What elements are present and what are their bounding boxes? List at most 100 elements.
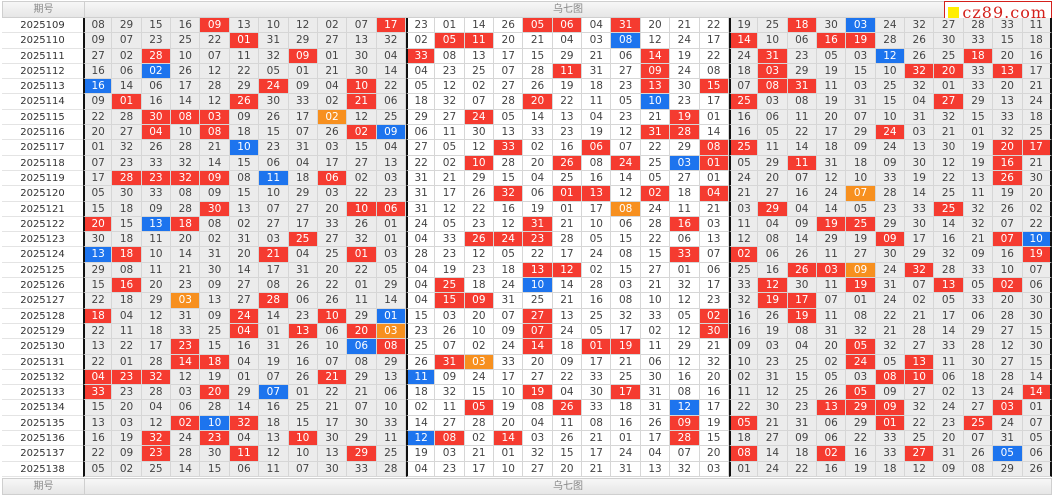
number-cell: 22 <box>317 385 348 401</box>
number-cell: 27 <box>83 48 113 64</box>
number-cell: 13 <box>993 94 1023 110</box>
number-cell-red-highlight: 02 <box>993 278 1023 294</box>
number-cell: 33 <box>993 18 1023 34</box>
number-cell: 27 <box>112 125 142 141</box>
number-cell: 29 <box>405 109 436 126</box>
number-cell: 14 <box>905 186 935 202</box>
number-cell: 23 <box>112 385 142 401</box>
number-cell: 04 <box>405 278 436 294</box>
number-cell: 30 <box>347 48 377 64</box>
period-cell: 2025119 <box>2 170 83 187</box>
number-cell: 30 <box>1022 170 1052 187</box>
period-cell: 2025123 <box>2 232 83 248</box>
number-cell: 07 <box>787 170 817 187</box>
number-cell: 33 <box>640 308 671 324</box>
period-cell: 2025120 <box>2 186 83 202</box>
period-cell: 2025132 <box>2 369 83 386</box>
number-cell: 15 <box>611 232 641 248</box>
period-cell: 2025126 <box>2 278 83 294</box>
number-cell: 17 <box>494 48 524 64</box>
number-cell: 01 <box>494 446 524 462</box>
number-cell: 17 <box>611 323 641 340</box>
number-cell: 05 <box>376 262 406 279</box>
number-cell: 16 <box>582 293 612 309</box>
number-cell: 29 <box>464 170 495 187</box>
number-cell: 08 <box>112 262 142 279</box>
number-cell: 05 <box>816 48 847 64</box>
table-header: 期号 乌七图 <box>2 1 1052 18</box>
number-cell: 30 <box>112 186 142 202</box>
number-cell: 14 <box>934 323 964 340</box>
number-cell: 09 <box>934 461 964 477</box>
period-column-header: 期号 <box>3 2 85 17</box>
number-cell: 28 <box>141 354 172 370</box>
number-cell-red-highlight: 04 <box>699 186 729 202</box>
number-cell: 31 <box>640 385 671 401</box>
number-cell: 18 <box>552 339 583 355</box>
number-cell-blue-highlight: 07 <box>259 385 289 401</box>
number-cell-red-highlight: 33 <box>670 247 700 263</box>
number-cell: 14 <box>200 155 230 171</box>
number-cell-red-highlight: 31 <box>435 354 465 370</box>
number-cell: 12 <box>464 140 495 156</box>
number-cell: 21 <box>200 140 230 156</box>
number-cell: 05 <box>582 323 612 340</box>
number-cell: 27 <box>670 170 700 187</box>
number-cell: 02 <box>728 369 759 386</box>
number-cell: 03 <box>611 278 641 294</box>
number-cell: 19 <box>582 125 612 141</box>
number-cell: 29 <box>83 262 113 279</box>
number-cell: 19 <box>670 48 700 64</box>
number-cell: 14 <box>699 125 729 141</box>
number-cell: 33 <box>582 369 612 386</box>
number-cell: 11 <box>435 125 465 141</box>
period-cell: 2025131 <box>2 354 83 370</box>
number-cell: 04 <box>405 232 436 248</box>
number-cell: 13 <box>376 369 406 386</box>
number-cell: 32 <box>376 33 406 49</box>
number-cell: 07 <box>259 201 289 217</box>
number-cell: 26 <box>494 18 524 34</box>
logo-square-icon <box>948 6 960 18</box>
number-cell-red-highlight: 01 <box>875 415 906 432</box>
number-cell: 15 <box>229 186 260 202</box>
number-cell: 21 <box>640 278 671 294</box>
number-cell: 15 <box>347 140 377 156</box>
number-cell: 11 <box>112 323 142 340</box>
number-cell: 12 <box>905 461 935 477</box>
number-cell: 23 <box>435 63 465 80</box>
number-cell: 09 <box>83 33 113 49</box>
number-cell: 29 <box>993 461 1023 477</box>
number-cell: 22 <box>112 339 142 355</box>
number-cell-blue-highlight: 16 <box>83 79 113 95</box>
number-cell: 17 <box>582 354 612 370</box>
number-cell-blue-highlight: 12 <box>670 400 700 416</box>
number-cell: 31 <box>405 201 436 217</box>
number-cell: 05 <box>728 155 759 171</box>
number-cell-red-highlight: 23 <box>141 170 172 187</box>
number-cell: 13 <box>376 155 406 171</box>
number-cell: 02 <box>435 155 465 171</box>
number-cell: 07 <box>846 109 876 126</box>
number-cell: 01 <box>699 170 729 187</box>
number-cell: 27 <box>993 354 1023 370</box>
number-cell-red-highlight: 14 <box>728 33 759 49</box>
number-cell: 14 <box>259 308 289 324</box>
number-cell: 22 <box>640 232 671 248</box>
number-cell: 11 <box>728 385 759 401</box>
number-cell: 07 <box>347 400 377 416</box>
number-cell-red-highlight: 19 <box>670 109 700 126</box>
period-cell: 2025121 <box>2 201 83 217</box>
number-cell: 26 <box>405 354 436 370</box>
number-cell: 12 <box>200 94 230 110</box>
number-cell: 31 <box>171 308 201 324</box>
number-cell: 24 <box>728 48 759 64</box>
number-cell: 28 <box>171 201 201 217</box>
number-cell: 27 <box>317 232 348 248</box>
number-cell-blue-highlight: 13 <box>83 247 113 263</box>
number-cell: 11 <box>141 232 172 248</box>
number-cell-orange-highlight: 07 <box>846 186 876 202</box>
period-cell: 2025113 <box>2 79 83 95</box>
number-cell: 22 <box>905 415 935 432</box>
number-cell: 06 <box>288 293 318 309</box>
